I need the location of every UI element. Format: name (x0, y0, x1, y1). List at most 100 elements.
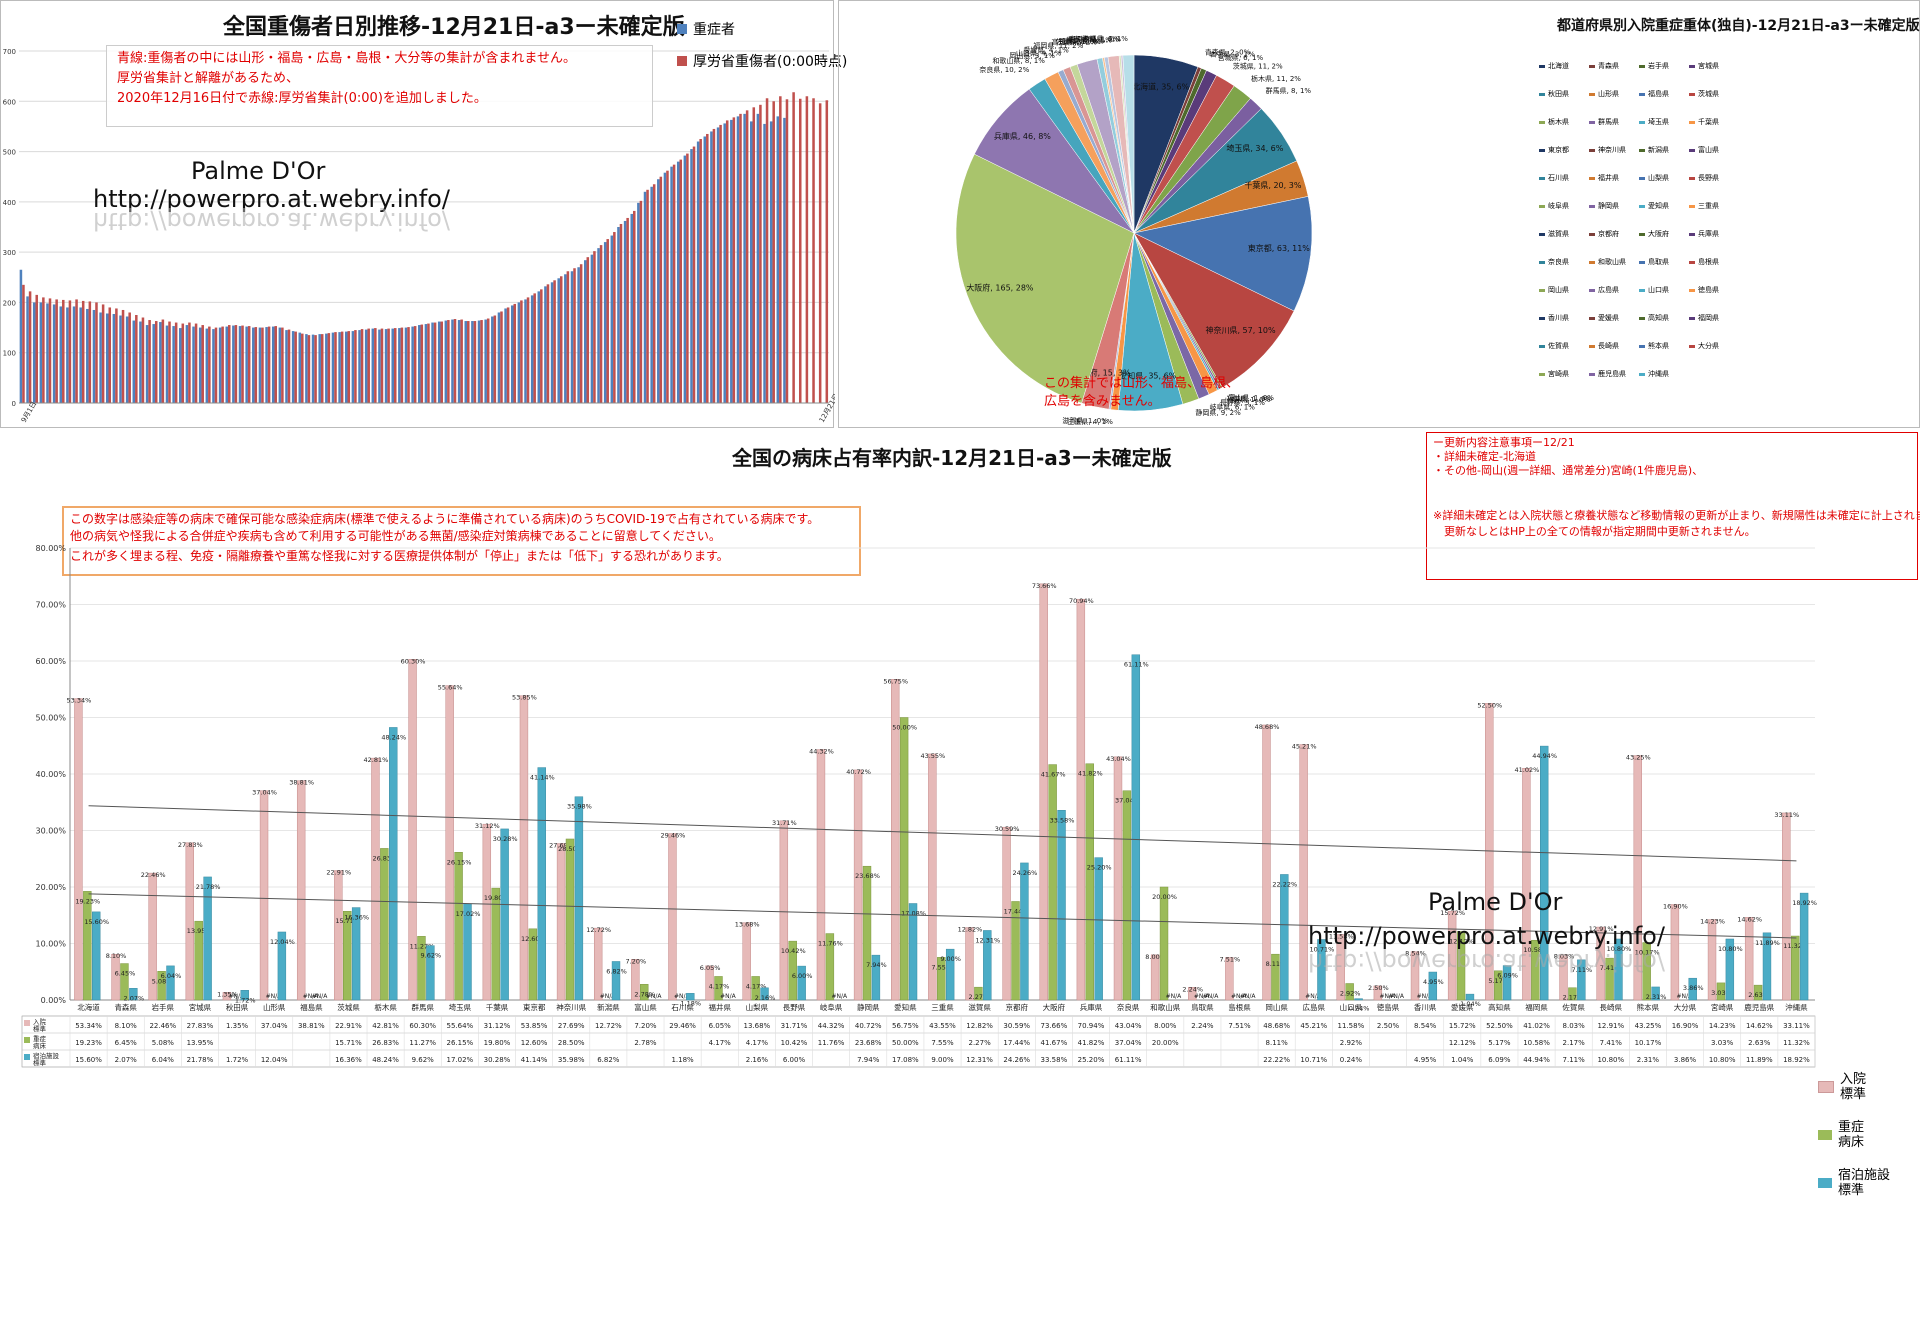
daily-bar-severe (238, 326, 242, 403)
bed-xtick-label: 秋田県 (226, 1002, 249, 1012)
bed-bar-0 (1447, 910, 1457, 1001)
bed-bar-1 (1753, 984, 1763, 1001)
bed-table-cell: 11.76% (818, 1039, 845, 1047)
bed-bar-value-label: 31.71% (772, 819, 797, 827)
bed-table-cell: 11.27% (409, 1039, 436, 1047)
bed-table-row-label: 病床 (33, 1041, 47, 1050)
bed-bar-value-label: 53.34% (67, 697, 92, 705)
bed-bar-value-label: 2.17% (1563, 994, 1584, 1002)
daily-bar-severe (537, 291, 541, 403)
bed-bar-na-label: #N/A (674, 993, 691, 1000)
bed-bar-1 (120, 963, 129, 1001)
daily-bar-mhlw (480, 320, 483, 403)
pie-legend-item: 宮城県 (1689, 61, 1719, 71)
bed-bar-0 (1559, 954, 1568, 1001)
update-note-line-6: 更新なしとはHP上の全ての情報が指定期間中更新されません。 (1433, 525, 1756, 538)
pie-legend-item: 愛知県 (1639, 201, 1669, 211)
pie-legend-item: 新潟県 (1639, 145, 1669, 155)
bed-table-cell: 7.94% (857, 1056, 880, 1064)
bed-table-cell: 15.72% (1449, 1022, 1476, 1030)
bed-table-cell: 7.51% (1228, 1022, 1251, 1030)
bed-bar-value-label: 15.60% (84, 918, 109, 926)
bed-bar-2 (1762, 932, 1772, 1001)
bed-table-cell: 53.85% (521, 1022, 548, 1030)
bed-table-cell: 18.92% (1783, 1056, 1810, 1064)
orange-note-line-3: これが多く埋まる程、免疫・隔離療養や重篤な怪我に対する医療提供体制が「停止」また… (70, 549, 729, 563)
daily-bar-mhlw (699, 139, 702, 403)
pie-legend-item: 山形県 (1589, 89, 1619, 99)
pie-legend-label: 香川県 (1548, 314, 1569, 322)
bed-table-cell: 45.21% (1300, 1022, 1327, 1030)
daily-bar-severe (577, 267, 580, 403)
bed-bar-1 (788, 940, 797, 1001)
bed-table-row-label: 宿泊施設 (33, 1051, 60, 1060)
pie-legend-swatch (1639, 176, 1645, 180)
bed-legend-severe-l2: 病床 (1838, 1135, 1865, 1150)
bed-bar-value-label: 25.20% (1087, 864, 1112, 872)
daily-bar-mhlw (447, 320, 450, 403)
bed-bar-value-label: 12.72% (586, 926, 611, 934)
daily-bar-mhlw (301, 333, 304, 403)
bed-bar-value-label: 41.82% (1078, 770, 1103, 778)
bed-table-cell: 19.23% (75, 1039, 102, 1047)
pie-slice (1133, 232, 1295, 388)
daily-bar-severe (232, 325, 235, 403)
bed-bar-value-label: 1.04% (1460, 1000, 1481, 1008)
bed-bar-value-label: 8.03% (1554, 953, 1575, 961)
pie-legend-swatch (1539, 316, 1545, 320)
bed-bar-0 (111, 953, 120, 1001)
pie-legend-swatch (1589, 148, 1595, 152)
pie-slice-label: 山口県, 4, 1% (1016, 48, 1062, 57)
daily-bar-mhlw (241, 325, 244, 403)
daily-bar-mhlw (194, 323, 198, 403)
daily-bar-mhlw (201, 325, 204, 403)
bed-xtick-label: 大阪府 (1043, 1002, 1066, 1012)
daily-bar-mhlw (141, 317, 145, 403)
bed-bar-value-label: 24.26% (1013, 869, 1038, 877)
bed-xtick-label: 鳥取県 (1191, 1002, 1214, 1012)
bed-xtick-label: 福井県 (708, 1002, 731, 1012)
pie-legend-label: 宮城県 (1698, 62, 1719, 70)
pie-legend-label: 島根県 (1698, 258, 1719, 266)
bed-bar-2 (1799, 892, 1809, 1001)
bed-table-cell: 14.23% (1709, 1022, 1736, 1030)
daily-bar-mhlw (68, 300, 72, 403)
daily-bar-severe (736, 116, 740, 403)
bed-bar-value-label: 2.50% (1368, 984, 1389, 992)
prefecture-pie-panel: 都道府県別入院重症重体(独自)-12月21日-a3ー未確定版 北海道, 35, … (838, 0, 1920, 428)
pie-slice-label: 栃木県, 11, 2% (1251, 74, 1301, 83)
bed-table-cell: 19.80% (484, 1039, 511, 1047)
bed-bar-0 (1410, 951, 1420, 1001)
pie-legend-swatch (1689, 316, 1695, 320)
daily-bar-mhlw (261, 327, 264, 403)
bed-bar-2 (1502, 965, 1512, 1001)
daily-bar-severe (225, 326, 229, 403)
pie-legend-swatch (1639, 204, 1645, 208)
bed-table-cell: 31.12% (484, 1022, 511, 1030)
bed-bar-1 (194, 920, 203, 1001)
pie-legend-swatch (1539, 260, 1545, 264)
bed-xtick-label: 青森県 (114, 1002, 137, 1012)
bed-bar-value-label: 22.22% (1272, 880, 1297, 888)
daily-bar-severe (444, 320, 448, 403)
daily-bar-severe (205, 328, 209, 403)
bed-table-cell: 8.00% (1154, 1022, 1177, 1030)
daily-bar-mhlw (759, 104, 762, 403)
bed-table-cell: 70.94% (1078, 1022, 1105, 1030)
bed-table-cell: 48.24% (372, 1056, 399, 1064)
bed-legend-lodging-swatch (1818, 1178, 1832, 1188)
legend-mhlw-label: 厚労省重傷者(0:00時点) (693, 54, 848, 70)
watermark-url: http://powerpro.at.webry.info/ (93, 185, 450, 213)
pie-legend-item: 千葉県 (1689, 117, 1719, 127)
pie-legend-item: 大分県 (1689, 341, 1719, 351)
pie-legend-item: 三重県 (1689, 201, 1719, 211)
pie-legend-label: 愛媛県 (1598, 314, 1619, 322)
bed-table-cell: 21.78% (187, 1056, 214, 1064)
bed-table-cell: 6.09% (1488, 1056, 1511, 1064)
bed-bar-value-label: 11.27% (410, 942, 435, 950)
bed-table-cell: 1.18% (671, 1056, 694, 1064)
daily-bar-mhlw (307, 335, 311, 403)
pie-legend-item: 福井県 (1589, 173, 1619, 183)
bed-table-cell: 8.54% (1414, 1022, 1437, 1030)
bed-occupancy-panel: 全国の病床占有率内訳-12月21日-a3ー未確定版 この数字は感染症等の病床で確… (0, 432, 1920, 1319)
